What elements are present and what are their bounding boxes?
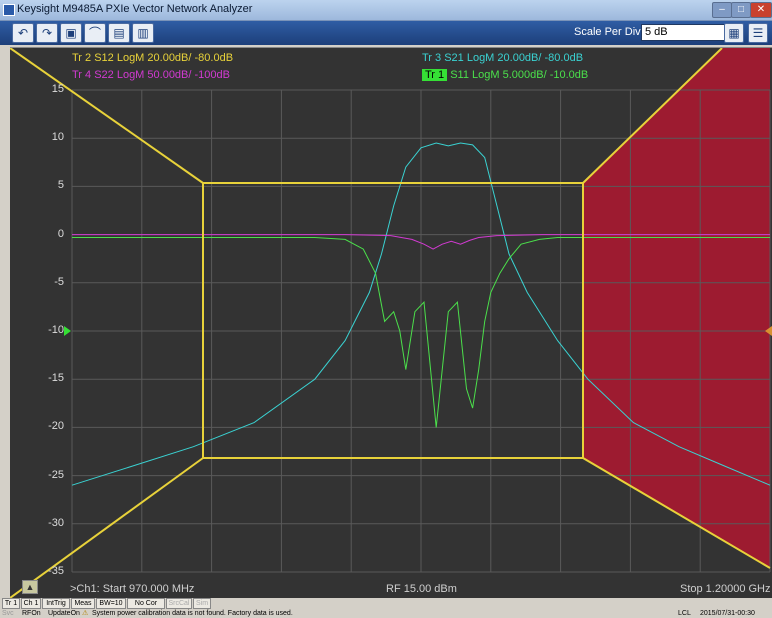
zoom-box	[202, 182, 584, 459]
active-trace-badge: Tr 1	[422, 69, 448, 81]
toolbar: ↶ ↷ ▣ ⌒ ▤ ▥ Scale Per Division 5 dB ▦ ☰	[0, 21, 772, 45]
status-bar-channel: Tr 1 Ch 1 IntTrig Meas BW=10 No Cor SrcCal Sim	[0, 598, 772, 609]
reference-level-marker-right	[765, 326, 772, 336]
title-bar: Keysight M9485A PXIe Vector Network Anal…	[0, 0, 772, 21]
menu-grid-icon[interactable]: ☰	[748, 23, 768, 43]
status-item[interactable]: Ch 1	[21, 598, 41, 609]
trace-label-tr3[interactable]: Tr 3 S21 LogM 20.00dB/ -80.0dB	[422, 52, 584, 64]
status-item[interactable]: Sim	[193, 598, 211, 609]
y-tick-label: -15	[48, 372, 64, 385]
undo-icon[interactable]: ↶	[12, 23, 34, 43]
trace-line-s11	[72, 237, 770, 428]
y-tick-label: -35	[48, 565, 64, 577]
keypad-icon[interactable]: ▦	[724, 23, 744, 43]
y-tick-label: -10	[48, 324, 64, 336]
zoom-connector	[10, 48, 204, 184]
marker-icon[interactable]: ⌒	[84, 23, 106, 43]
trace-label-tr1-text: S11 LogM 5.000dB/ -10.0dB	[450, 69, 589, 81]
close-button[interactable]: ✕	[750, 2, 772, 18]
status-item[interactable]: Tr 1	[2, 598, 20, 609]
zoom-connector	[582, 48, 723, 184]
zoom-connector	[10, 457, 204, 598]
trace-chart	[10, 48, 772, 598]
window-title: Keysight M9485A PXIe Vector Network Anal…	[17, 3, 253, 15]
start-frequency: >Ch1: Start 970.000 MHz	[70, 583, 195, 595]
zoom-region-shade	[583, 48, 770, 568]
y-tick-label: -30	[48, 516, 64, 529]
status-item[interactable]: Meas	[71, 598, 95, 609]
y-tick-label: -25	[48, 468, 64, 481]
warning-message: System power calibration data is not fou…	[92, 610, 293, 617]
trace-label-tr2[interactable]: Tr 2 S12 LogM 20.00dB/ -80.0dB	[72, 52, 234, 64]
y-tick-label: 5	[57, 179, 64, 192]
y-tick-label: -20	[48, 420, 64, 433]
minimize-button[interactable]: –	[712, 2, 732, 18]
rf-on-status: RFOn	[22, 610, 41, 617]
status-item[interactable]: No Cor	[127, 598, 165, 609]
scale-per-division-input[interactable]: 5 dB	[641, 24, 726, 41]
trace-line-s22	[72, 234, 770, 250]
update-on-status: UpdateOn	[48, 610, 80, 617]
svc-status: Svc	[2, 610, 14, 617]
reference-level-marker	[64, 326, 71, 336]
trace-line-s21	[71, 142, 771, 486]
maximize-button[interactable]: □	[731, 2, 751, 18]
y-tick-label: 10	[51, 131, 64, 144]
trash-icon[interactable]: ▥	[132, 23, 154, 43]
scale-per-division-label: Scale Per Division	[574, 26, 664, 38]
plot-area[interactable]: Tr 2 S12 LogM 20.00dB/ -80.0dB Tr 4 S22 …	[10, 47, 772, 598]
y-tick-label: 0	[57, 227, 64, 240]
y-tick-label: -5	[54, 275, 64, 288]
save-icon[interactable]: ▤	[108, 23, 130, 43]
lcl-status: LCL	[678, 610, 691, 617]
status-bar-system: Svc RFOn UpdateOn ⚠ System power calibra…	[0, 609, 772, 618]
softkey-toggle-button[interactable]: ▲	[22, 580, 38, 594]
trace-label-tr4[interactable]: Tr 4 S22 LogM 50.00dB/ -100dB	[72, 69, 230, 81]
rf-power: RF 15.00 dBm	[386, 583, 457, 595]
status-item[interactable]: BW=10	[96, 598, 126, 609]
warning-icon: ⚠	[82, 610, 89, 617]
zoom-connector	[582, 457, 771, 569]
redo-icon[interactable]: ↷	[36, 23, 58, 43]
date-time: 2015/07/31-00:30	[700, 610, 755, 617]
trace-label-tr1[interactable]: Tr 1 S11 LogM 5.000dB/ -10.0dB	[422, 69, 588, 81]
stop-frequency: Stop 1.20000 GHz	[680, 583, 771, 595]
camera-icon[interactable]: ▣	[60, 23, 82, 43]
app-icon	[3, 4, 15, 16]
y-tick-label: 15	[51, 83, 64, 95]
status-item[interactable]: IntTrig	[42, 598, 70, 609]
status-item[interactable]: SrcCal	[166, 598, 192, 609]
